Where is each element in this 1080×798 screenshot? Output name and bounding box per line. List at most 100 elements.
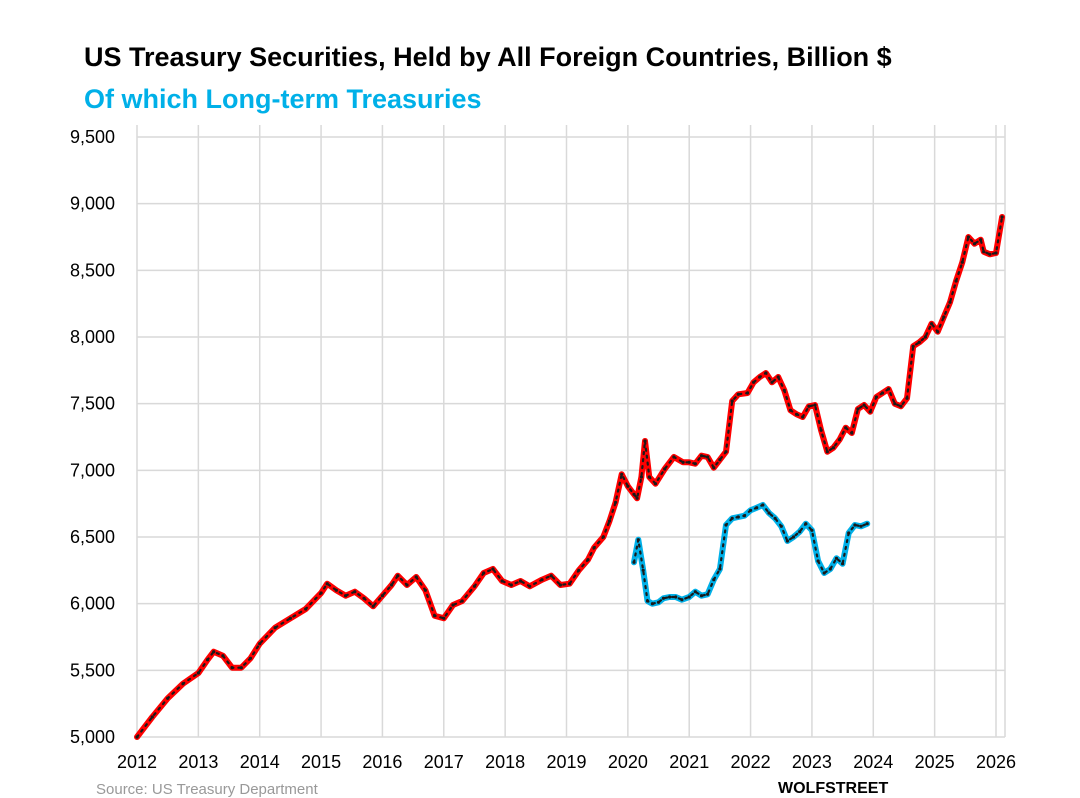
data-point xyxy=(791,535,796,539)
data-point xyxy=(736,392,740,396)
data-point xyxy=(887,387,891,391)
data-point xyxy=(749,508,753,512)
data-point xyxy=(371,604,375,608)
data-point xyxy=(693,462,697,466)
data-point xyxy=(899,404,903,408)
data-point xyxy=(865,522,869,526)
data-point xyxy=(656,600,661,604)
data-point xyxy=(344,594,348,598)
data-point xyxy=(810,528,814,532)
data-point xyxy=(396,574,400,578)
data-point xyxy=(687,595,691,599)
data-point xyxy=(795,412,799,416)
source-note: Source: US Treasury Department xyxy=(96,781,318,798)
data-point xyxy=(586,558,590,562)
data-point xyxy=(761,503,765,507)
data-point xyxy=(451,603,455,607)
data-point xyxy=(979,238,983,242)
data-point xyxy=(607,519,612,523)
data-point xyxy=(460,599,464,603)
data-point xyxy=(917,340,921,344)
chart-title: US Treasury Securities, Held by All Fore… xyxy=(84,42,892,72)
data-point xyxy=(645,599,650,603)
data-point xyxy=(647,475,651,479)
series-layer xyxy=(134,214,1006,740)
x-tick-label: 2020 xyxy=(608,752,648,772)
data-point xyxy=(663,467,667,471)
data-point xyxy=(862,403,866,407)
data-point xyxy=(874,395,879,399)
data-point xyxy=(482,571,486,575)
data-point xyxy=(1000,215,1004,219)
data-point xyxy=(414,575,418,579)
data-point xyxy=(540,578,544,582)
x-tick-label: 2015 xyxy=(301,752,341,772)
data-point xyxy=(859,524,863,528)
data-point xyxy=(736,515,740,519)
data-point xyxy=(742,514,747,518)
data-point xyxy=(405,583,409,587)
data-point xyxy=(672,455,676,459)
data-point xyxy=(150,715,154,719)
x-tick-label: 2018 xyxy=(485,752,525,772)
data-point xyxy=(730,399,734,403)
data-point xyxy=(632,560,636,564)
data-point xyxy=(911,344,915,348)
data-point xyxy=(491,567,495,571)
data-point xyxy=(813,403,817,407)
x-tick-label: 2022 xyxy=(731,752,771,772)
data-point xyxy=(853,523,857,527)
data-point xyxy=(680,598,684,602)
data-point xyxy=(334,588,338,592)
data-point xyxy=(868,410,872,414)
data-point xyxy=(706,592,710,596)
data-point xyxy=(288,616,292,620)
grid xyxy=(136,125,1006,738)
data-point xyxy=(230,666,234,670)
data-point xyxy=(844,426,848,430)
data-point xyxy=(706,455,710,459)
data-point xyxy=(221,654,225,658)
data-point xyxy=(577,568,581,572)
data-point xyxy=(847,531,851,535)
data-point xyxy=(752,380,756,384)
data-point xyxy=(831,446,836,450)
data-point xyxy=(687,460,691,464)
data-point xyxy=(773,516,777,520)
data-point xyxy=(472,584,477,588)
data-point xyxy=(893,402,897,406)
data-point xyxy=(782,388,786,392)
data-point xyxy=(196,671,200,675)
data-point xyxy=(693,590,697,594)
data-point xyxy=(674,595,678,599)
data-point xyxy=(380,594,384,598)
x-tick-label: 2024 xyxy=(853,752,893,772)
data-point xyxy=(804,522,808,526)
data-point xyxy=(776,375,780,379)
x-tick-label: 2013 xyxy=(178,752,218,772)
series-line-0 xyxy=(134,214,1006,740)
y-tick-label: 7,000 xyxy=(70,460,115,480)
y-tick-label: 9,000 xyxy=(70,194,115,214)
data-point xyxy=(568,582,572,586)
data-point xyxy=(779,524,783,528)
data-point xyxy=(972,242,977,246)
data-point xyxy=(558,583,563,587)
data-point xyxy=(712,578,716,582)
data-point xyxy=(764,371,768,375)
data-point xyxy=(650,602,655,606)
data-point xyxy=(442,616,446,620)
data-point xyxy=(620,472,624,476)
data-point xyxy=(712,466,716,470)
y-tick-label: 6,000 xyxy=(70,594,115,614)
data-point xyxy=(668,595,672,599)
data-point xyxy=(819,428,823,432)
data-point xyxy=(681,460,685,464)
data-point xyxy=(433,614,437,618)
y-tick-label: 5,500 xyxy=(70,660,115,680)
data-point xyxy=(423,588,427,592)
data-point xyxy=(319,591,323,595)
data-point xyxy=(304,607,308,611)
data-point xyxy=(982,250,986,254)
data-point xyxy=(248,656,253,660)
